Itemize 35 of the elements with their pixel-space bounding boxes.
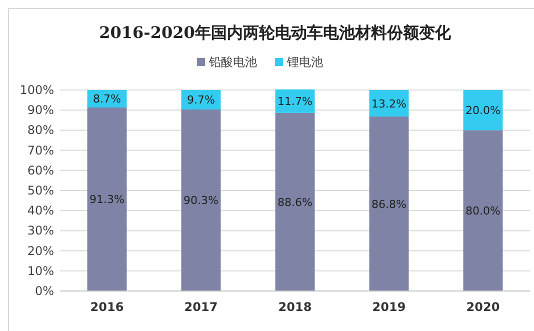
bar <box>463 130 503 291</box>
bar <box>181 109 221 291</box>
y-tick-label: 30% <box>27 224 54 238</box>
chart-title: 2016-2020年国内两轮电动车电池材料份额变化 <box>99 23 452 42</box>
y-tick-label: 70% <box>27 143 54 158</box>
data-label: 13.2% <box>372 97 406 110</box>
x-tick-label: 2016 <box>90 300 124 314</box>
y-tick-label: 20% <box>27 244 54 258</box>
data-label: 9.7% <box>187 94 215 107</box>
y-tick-label: 60% <box>27 163 54 178</box>
y-tick-label: 40% <box>27 204 54 218</box>
bar <box>369 116 409 291</box>
data-label: 80.0% <box>466 204 500 218</box>
data-label: 91.3% <box>90 193 124 206</box>
data-label: 90.3% <box>184 194 218 208</box>
legend-label: 铅酸电池 <box>208 55 257 69</box>
y-tick-label: 90% <box>27 103 54 118</box>
data-label: 20.0% <box>466 104 500 118</box>
data-label: 11.7% <box>278 95 312 108</box>
y-tick-label: 100% <box>20 83 54 97</box>
y-tick-label: 50% <box>27 184 54 198</box>
bar <box>87 107 127 291</box>
data-label: 8.7% <box>93 92 121 106</box>
legend-label: 锂电池 <box>286 55 323 69</box>
x-tick-label: 2018 <box>278 300 312 314</box>
y-tick-label: 10% <box>27 264 54 278</box>
x-tick-label: 2017 <box>184 300 218 314</box>
data-label: 88.6% <box>278 196 312 209</box>
bar <box>463 90 503 130</box>
y-tick-label: 80% <box>27 123 54 138</box>
x-tick-label: 2020 <box>466 300 500 314</box>
y-tick-label: 0% <box>34 284 54 298</box>
bar <box>275 112 315 291</box>
x-tick-label: 2019 <box>372 300 406 314</box>
data-label: 86.8% <box>372 198 406 211</box>
